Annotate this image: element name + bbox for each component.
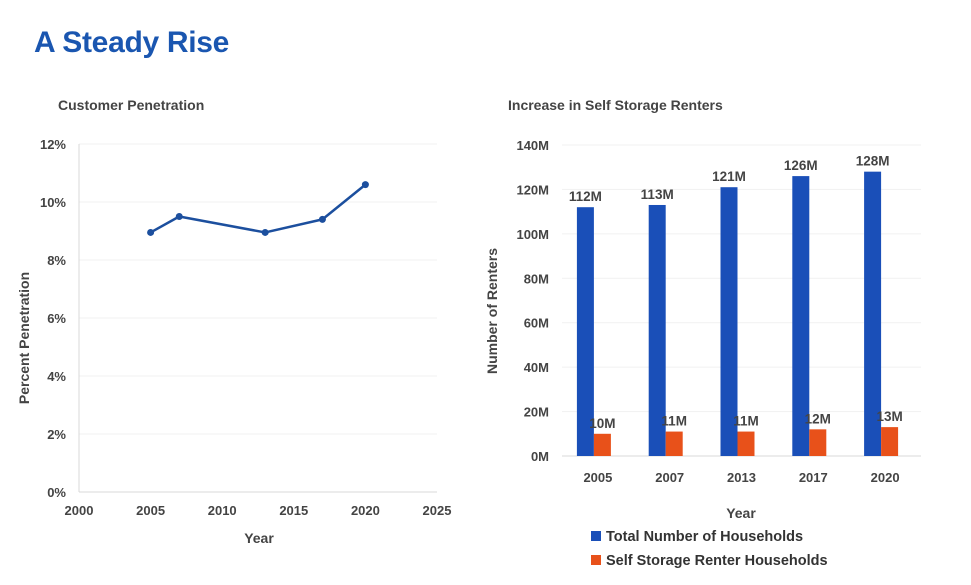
bar-chart-y-tick-label: 80M xyxy=(524,271,549,286)
line-chart-y-tick-label: 0% xyxy=(47,485,66,500)
bar-chart-y-axis-label: Number of Renters xyxy=(484,248,500,374)
data-label-households: 113M xyxy=(641,187,674,202)
bar-chart-x-ticks: 2005 2007 2013 2017 2020 xyxy=(583,470,899,485)
data-label-renters: 11M xyxy=(733,414,759,429)
line-chart-y-axis-label: Percent Penetration xyxy=(16,272,32,404)
line-chart-x-tick-label: 2010 xyxy=(208,503,237,518)
bar-chart-y-ticks: 0M 20M 40M 60M 80M 100M 120M 140M xyxy=(516,138,549,464)
line-chart-title: Customer Penetration xyxy=(58,97,204,113)
bar-households xyxy=(720,187,738,456)
legend-label-renters: Self Storage Renter Households xyxy=(606,553,828,569)
line-chart-series xyxy=(147,181,369,236)
legend-swatch-households xyxy=(591,531,601,541)
data-label-renters: 12M xyxy=(805,411,831,426)
bar-chart-legend: Total Number of Households Self Storage … xyxy=(591,529,828,569)
line-chart-x-tick-label: 2020 xyxy=(351,503,380,518)
bar-chart-y-tick-label: 60M xyxy=(524,316,549,331)
bar-renters xyxy=(881,427,899,456)
line-chart-x-tick-label: 2025 xyxy=(423,503,452,518)
legend-swatch-renters xyxy=(591,555,601,565)
line-chart-gridlines xyxy=(79,143,437,435)
line-chart-point xyxy=(361,181,369,189)
line-chart-point xyxy=(318,215,326,223)
data-label-households: 121M xyxy=(712,169,746,184)
bar-chart-y-tick-label: 40M xyxy=(524,360,549,375)
line-chart-x-axis-label: Year xyxy=(244,530,274,546)
bar-chart-bars: 112M 10M 113M 11M 121M 11M 126M 12M 128M 13M xyxy=(569,154,903,456)
bar-chart-x-tick-label: 2020 xyxy=(871,470,900,485)
bar-chart-x-tick-label: 2013 xyxy=(727,470,756,485)
line-chart-x-tick-label: 2000 xyxy=(65,503,94,518)
bar-chart-y-tick-label: 0M xyxy=(531,449,549,464)
data-label-renters: 11M xyxy=(661,414,687,429)
line-chart-point xyxy=(147,228,155,236)
line-chart-x-tick-label: 2015 xyxy=(279,503,308,518)
bar-chart-y-tick-label: 100M xyxy=(516,227,549,242)
line-chart-axes xyxy=(78,144,437,493)
legend-label-households: Total Number of Households xyxy=(606,529,803,545)
bar-households xyxy=(792,176,810,456)
line-chart-point xyxy=(261,228,269,236)
line-chart-y-tick-label: 4% xyxy=(47,369,66,384)
line-chart-y-tick-label: 12% xyxy=(40,137,66,152)
bar-chart-x-axis-label: Year xyxy=(726,505,756,521)
page-title: A Steady Rise xyxy=(34,26,230,59)
bar-chart-y-tick-label: 140M xyxy=(516,138,549,153)
data-label-households: 126M xyxy=(784,158,818,173)
bar-households xyxy=(576,207,594,456)
bar-chart-title: Increase in Self Storage Renters xyxy=(508,97,723,113)
bar-chart-x-tick-label: 2007 xyxy=(655,470,684,485)
data-label-households: 128M xyxy=(856,154,890,169)
bar-chart-x-tick-label: 2017 xyxy=(799,470,828,485)
data-label-renters: 10M xyxy=(589,416,615,431)
bar-chart-y-tick-label: 20M xyxy=(524,405,549,420)
line-chart-x-ticks: 2000 2005 2010 2015 2020 2025 xyxy=(65,503,452,518)
line-chart-y-ticks: 0% 2% 4% 6% 8% 10% 12% xyxy=(40,137,66,500)
line-chart-y-tick-label: 10% xyxy=(40,195,66,210)
data-label-households: 112M xyxy=(569,189,602,204)
line-chart-y-tick-label: 6% xyxy=(47,311,66,326)
line-chart-x-tick-label: 2005 xyxy=(136,503,165,518)
line-chart-y-tick-label: 2% xyxy=(47,427,66,442)
line-chart-y-tick-label: 8% xyxy=(47,253,66,268)
bar-chart-y-tick-label: 120M xyxy=(516,182,549,197)
bar-chart-gridlines xyxy=(562,144,921,413)
bar-renters xyxy=(665,431,683,456)
bar-renters xyxy=(809,429,827,456)
data-label-renters: 13M xyxy=(876,409,902,424)
bar-households xyxy=(648,204,666,456)
bar-chart-x-tick-label: 2005 xyxy=(583,470,612,485)
line-chart-point xyxy=(175,213,183,220)
bar-renters xyxy=(737,431,755,456)
bar-renters xyxy=(593,433,611,456)
bar-households xyxy=(864,171,882,456)
